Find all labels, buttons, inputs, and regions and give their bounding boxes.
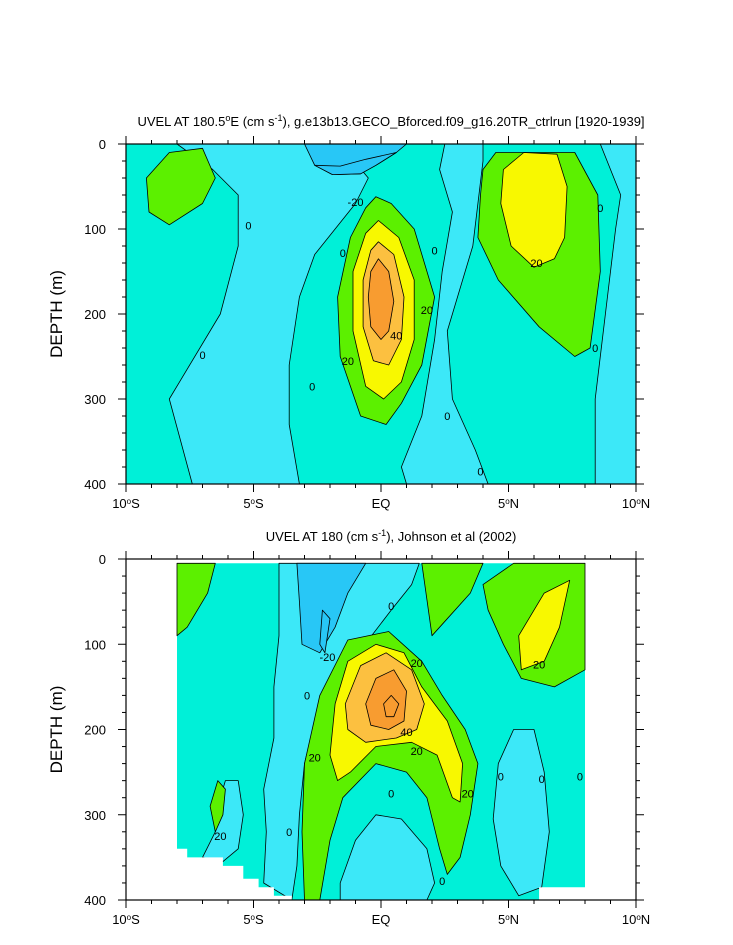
contour-label: 0 (286, 827, 292, 839)
contour-label: 0 (444, 411, 450, 423)
chart-panel-model: UVEL AT 180.5oE (cm s-1), g.e13b13.GECO_… (47, 113, 650, 511)
contour-region-neg30 (314, 152, 397, 176)
contour-label: 0 (597, 203, 603, 215)
y-tick-label: 0 (99, 137, 106, 152)
contour-fill-group (126, 144, 636, 484)
y-tick-label: 300 (84, 808, 106, 823)
contour-label: 0 (309, 381, 315, 393)
contour-label: 20 (421, 305, 433, 317)
x-tick-label: 5oN (498, 496, 519, 511)
contour-region-pos40_50 (383, 695, 400, 718)
contour-region-neg10 (594, 144, 636, 484)
x-tick-label: 10oN (622, 496, 650, 511)
contour-label: 40 (400, 727, 412, 739)
y-tick-label: 200 (84, 307, 106, 322)
chart-title: UVEL AT 180 (cm s-1), Johnson et al (200… (266, 528, 517, 544)
contour-region-pos10_20 (176, 562, 216, 637)
y-tick-label: 300 (84, 392, 106, 407)
contour-region-pos20_30 (500, 152, 568, 268)
contour-label: 20 (309, 753, 321, 765)
contour-label: 0 (388, 788, 394, 800)
x-tick-label: 5oS (243, 496, 264, 511)
contour-region-pos20_30 (518, 579, 571, 671)
contour-label: 0 (439, 876, 445, 888)
contour-region-neg10 (339, 814, 436, 900)
contour-label: 40 (390, 330, 402, 342)
y-tick-label: 200 (84, 723, 106, 738)
contour-region-neg10 (400, 144, 489, 484)
contour-region-neg10 (263, 562, 420, 900)
contour-label: 0 (577, 771, 583, 783)
contour-label: 0 (431, 245, 437, 257)
contour-label: -20 (319, 652, 335, 664)
contour-label: 0 (539, 774, 545, 786)
contour-label: 0 (245, 221, 251, 233)
chart-panel-observations: UVEL AT 180 (cm s-1), Johnson et al (200… (47, 528, 650, 927)
contour-label: -20 (348, 197, 364, 209)
contour-label: 0 (498, 771, 504, 783)
contour-label: 20 (530, 258, 542, 270)
contour-region-neg30 (296, 562, 367, 654)
missing-data-area (539, 887, 585, 900)
y-tick-label: 100 (84, 637, 106, 652)
y-axis-label: DEPTH (m) (47, 270, 66, 358)
contour-label: 20 (411, 746, 423, 758)
x-tick-label: EQ (372, 912, 391, 927)
contour-region-pos40_50 (367, 258, 395, 340)
contour-label: 20 (533, 660, 545, 672)
contour-label: 0 (388, 601, 394, 613)
contour-label: 0 (592, 343, 598, 355)
contour-region-pos40_50 (365, 669, 407, 730)
contour-region-neg10 (492, 729, 550, 897)
contour-label: 0 (199, 350, 205, 362)
contour-fill-group (176, 562, 586, 900)
x-tick-label: 10oS (112, 912, 140, 927)
x-tick-label: EQ (372, 496, 391, 511)
missing-data-area (177, 848, 292, 900)
contour-label: 20 (411, 658, 423, 670)
y-tick-label: 400 (84, 893, 106, 908)
contour-region-pos10_20 (209, 780, 226, 833)
contour-label: 20 (214, 831, 226, 843)
contour-region-neg30 (319, 609, 331, 654)
contour-region-pos10_20 (145, 147, 216, 226)
y-tick-label: 100 (84, 222, 106, 237)
contour-label: 0 (340, 248, 346, 260)
contour-label: 20 (342, 356, 354, 368)
x-tick-label: 5oS (243, 912, 264, 927)
chart-title: UVEL AT 180.5oE (cm s-1), g.e13b13.GECO_… (137, 113, 644, 129)
x-tick-label: 5oN (498, 912, 519, 927)
y-axis-label: DEPTH (m) (47, 686, 66, 774)
y-tick-label: 0 (99, 552, 106, 567)
contour-label: 0 (304, 690, 310, 702)
contour-region-pos10_20 (421, 562, 484, 637)
x-tick-label: 10oS (112, 496, 140, 511)
contour-label: 0 (477, 466, 483, 478)
x-tick-label: 10oN (622, 912, 650, 927)
contour-label: 20 (462, 788, 474, 800)
y-tick-label: 400 (84, 477, 106, 492)
